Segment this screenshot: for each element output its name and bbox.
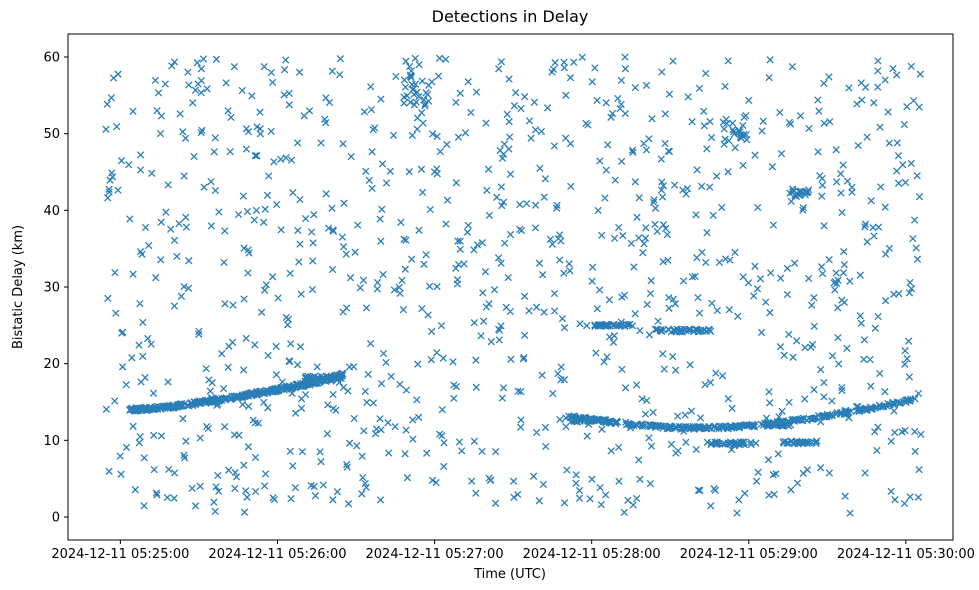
plot-frame [67,33,954,541]
scatter-markers [102,53,925,517]
y-tick-label: 40 [43,204,60,219]
plot-area: 2024-12-11 05:25:00 2024-12-11 05:26:00 20… [43,33,975,562]
x-tick-label: 2024-12-11 05:30:00 [837,547,975,562]
x-tick-label: 2024-12-11 05:26:00 [208,547,346,562]
x-tick-label: 2024-12-11 05:25:00 [51,547,189,562]
x-tick-label: 2024-12-11 05:28:00 [523,547,661,562]
y-tick-label: 0 [52,511,60,526]
x-axis-label: Time (UTC) [473,567,546,582]
x-tick-label: 2024-12-11 05:27:00 [366,547,504,562]
y-tick-label: 10 [43,434,60,449]
y-tick-label: 50 [43,127,60,142]
y-tick-label: 20 [43,357,60,372]
x-tick-label: 2024-12-11 05:29:00 [680,547,818,562]
chart-title: Detections in Delay [432,7,589,26]
y-axis-label: Bistatic Delay (km) [11,225,26,349]
y-tick-label: 60 [43,51,60,66]
y-tick-label: 30 [43,281,60,296]
